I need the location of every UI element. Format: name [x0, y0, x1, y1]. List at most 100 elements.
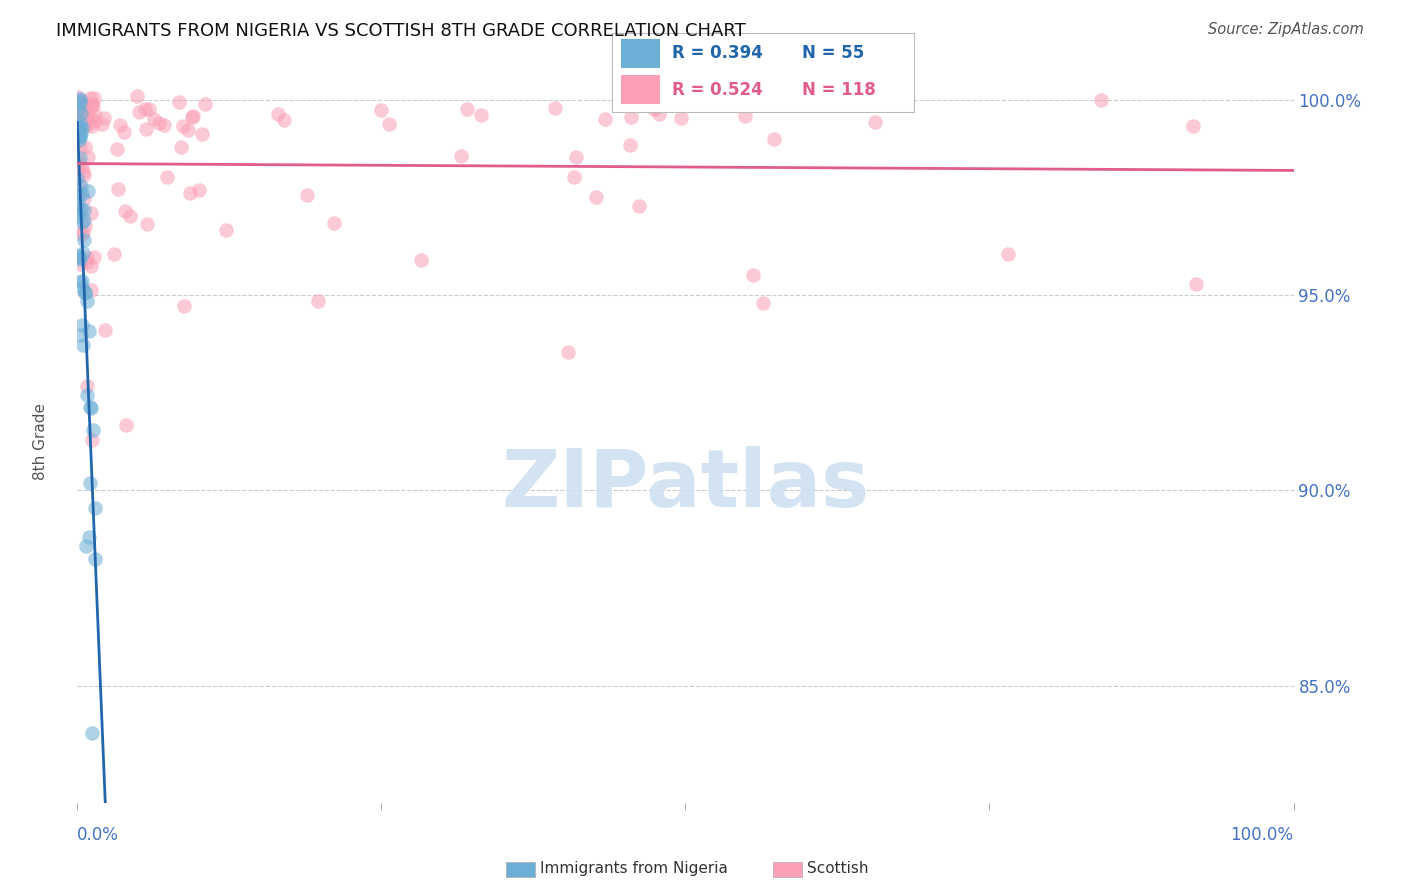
Point [76, 254, 98, 268]
Point [72, 101, 94, 115]
Point [72, 233, 94, 247]
Point [80, 433, 103, 447]
Point [67, 210, 90, 224]
Point [997, 247, 1019, 261]
Point [179, 186, 201, 201]
Point [323, 216, 346, 230]
Point [66, 122, 89, 136]
Point [565, 150, 588, 164]
Text: Immigrants from Nigeria: Immigrants from Nigeria [540, 862, 727, 876]
Point [544, 101, 567, 115]
Point [70, 215, 93, 229]
Point [80, 98, 103, 112]
Point [69, 275, 91, 289]
Point [73, 102, 96, 116]
Point [70, 202, 93, 216]
Point [69, 96, 91, 111]
Point [118, 209, 141, 223]
Point [297, 187, 319, 202]
Point [148, 115, 170, 129]
Text: R = 0.524: R = 0.524 [672, 80, 763, 98]
Point [409, 252, 432, 267]
Point [181, 110, 204, 124]
Point [173, 299, 195, 313]
Point [108, 118, 131, 132]
Point [187, 183, 209, 197]
Point [70, 98, 93, 112]
Point [67, 126, 90, 140]
Point [69, 92, 91, 106]
Point [177, 123, 200, 137]
Point [619, 138, 641, 153]
Point [628, 199, 651, 213]
Point [593, 112, 616, 126]
Point [156, 169, 179, 184]
Point [70, 227, 93, 241]
Point [67, 188, 90, 202]
Point [557, 344, 579, 359]
Point [80, 401, 103, 416]
Point [69, 252, 91, 266]
Point [734, 109, 756, 123]
Point [69, 257, 91, 271]
Point [215, 223, 238, 237]
Point [73, 192, 96, 206]
Point [66, 118, 89, 132]
Point [69, 140, 91, 154]
Point [77, 149, 100, 163]
Point [83, 250, 105, 264]
Point [82, 97, 104, 112]
Point [267, 107, 290, 121]
Point [75, 285, 97, 299]
Point [143, 112, 166, 127]
Point [84, 501, 107, 516]
Point [67, 177, 90, 191]
Point [80, 120, 103, 134]
Text: 0.0%: 0.0% [77, 826, 120, 844]
Point [370, 103, 392, 117]
Text: ZIPatlas: ZIPatlas [502, 446, 869, 524]
Point [66, 105, 89, 120]
Point [69, 108, 91, 122]
Point [72, 120, 94, 135]
Point [645, 101, 668, 115]
Point [66, 129, 89, 144]
Point [67, 194, 90, 209]
Point [84, 108, 107, 122]
Point [73, 202, 96, 217]
Point [752, 295, 775, 310]
Point [83, 91, 105, 105]
Point [564, 169, 586, 184]
Point [134, 103, 156, 117]
Point [72, 164, 94, 178]
Point [70, 179, 93, 194]
Point [643, 102, 665, 116]
Point [73, 286, 96, 301]
Point [76, 293, 98, 308]
Point [75, 219, 97, 234]
Point [80, 259, 103, 273]
Point [94, 323, 117, 337]
Point [181, 109, 204, 123]
Point [72, 246, 94, 260]
Point [83, 552, 105, 566]
Point [73, 116, 96, 130]
Point [67, 133, 90, 147]
Point [69, 126, 91, 140]
Point [70, 186, 93, 201]
Point [172, 120, 194, 134]
Point [273, 112, 295, 127]
Point [69, 106, 91, 120]
Point [67, 250, 90, 264]
Point [76, 184, 98, 198]
Point [79, 206, 101, 220]
Point [82, 97, 104, 112]
Point [1181, 120, 1204, 134]
Point [76, 379, 98, 393]
Point [72, 104, 94, 119]
Point [75, 539, 97, 553]
Point [860, 92, 883, 106]
Point [67, 90, 90, 104]
Point [73, 169, 96, 183]
Point [1090, 93, 1112, 107]
